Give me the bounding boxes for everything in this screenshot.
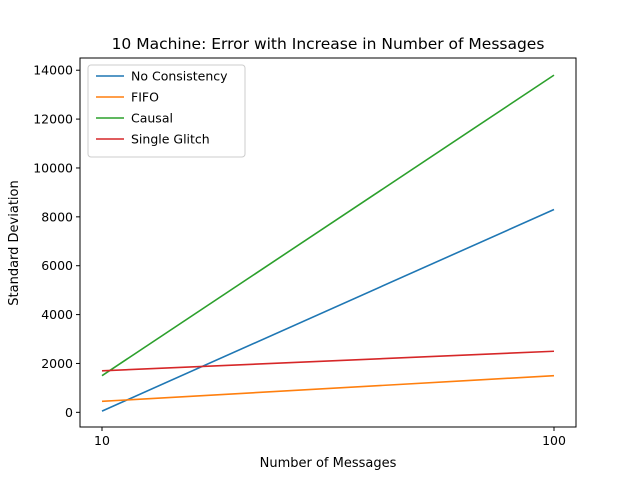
y-tick-label: 4000 [41,307,73,322]
y-tick-label: 8000 [41,209,73,224]
x-tick-label: 100 [542,433,566,448]
y-axis-label: Standard Deviation [7,180,22,305]
legend-label: No Consistency [131,69,228,84]
plot-lines [101,74,555,412]
legend-label: Causal [131,111,173,126]
legend-box [87,64,246,158]
y-axis: 0 2000 4000 6000 8000 10000 12000 14000 [33,63,80,420]
series-line-4 [101,350,555,372]
y-tick-label: 12000 [33,112,73,127]
y-tick-label: 0 [65,405,73,420]
legend-label: FIFO [131,90,159,105]
plot-frame [79,57,577,428]
series-line-2 [101,374,555,403]
series-line-3 [101,74,555,377]
y-tick-label: 2000 [41,356,73,371]
y-tick-label: 6000 [41,258,73,273]
x-tick-label: 10 [94,433,110,448]
y-tick-label: 14000 [33,63,73,78]
chart-title: 10 Machine: Error with Increase in Numbe… [112,35,545,53]
x-axis: 10 100 [94,427,566,448]
legend-label: Single Glitch [131,132,210,147]
legend: No Consistency FIFO Causal Single Glitch [87,64,246,158]
y-tick-label: 10000 [33,160,73,175]
x-axis-label: Number of Messages [260,456,397,471]
series-line-1 [101,208,555,412]
